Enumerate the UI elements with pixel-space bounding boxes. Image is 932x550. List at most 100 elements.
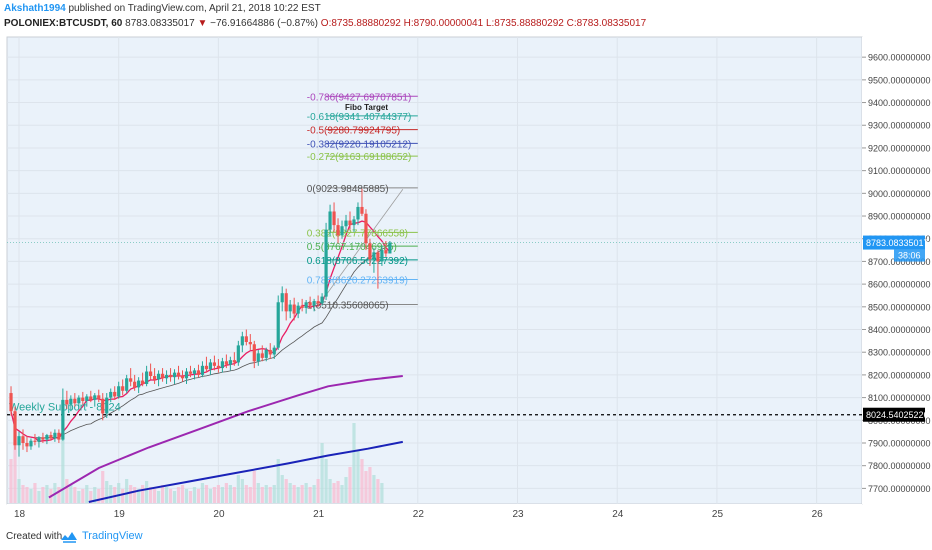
plot-area[interactable]: [6, 36, 863, 505]
current-price-label: 8783.08335017: [866, 238, 929, 248]
y-tick-label: 8200.00000000: [868, 370, 931, 380]
candle-body: [252, 344, 256, 362]
y-tick-label: 9600.00000000: [868, 53, 931, 63]
volume-bar: [364, 471, 368, 503]
volume-bar: [137, 489, 141, 503]
candle-body: [21, 436, 25, 443]
candle-body: [256, 353, 260, 362]
price-axis[interactable]: [862, 37, 932, 504]
candle-body: [336, 225, 340, 236]
tradingview-logo-icon: [61, 532, 77, 543]
x-tick-label: 21: [313, 509, 325, 520]
candle-body: [308, 302, 312, 306]
fib-target-label: -0.5(9280.79924795): [307, 126, 400, 137]
volume-bar: [73, 487, 77, 503]
volume-bar: [93, 487, 97, 503]
fib-level-label: 1(8510.35608065): [307, 300, 389, 311]
volume-bar: [133, 487, 137, 503]
volume-bar: [372, 475, 376, 503]
volume-bar: [292, 485, 296, 503]
candle-body: [292, 304, 296, 314]
candle-body: [388, 242, 392, 254]
candle-body: [248, 341, 252, 345]
volume-bar: [320, 443, 324, 503]
candle-body: [41, 437, 45, 440]
volume-bar: [65, 479, 69, 503]
candle-body: [320, 296, 324, 304]
countdown-tag: [894, 249, 925, 262]
tradingview-brand[interactable]: TradingView: [82, 530, 143, 542]
candle-body: [352, 219, 356, 226]
volume-bar: [57, 487, 61, 503]
volume-bar: [172, 491, 177, 503]
candle-body: [280, 293, 284, 303]
y-tick-label: 7800.00000000: [868, 461, 931, 471]
candle-body: [113, 391, 117, 397]
candle-body: [284, 293, 288, 312]
candle-body: [57, 432, 61, 440]
candle-body: [276, 302, 280, 348]
ma-100-line: [48, 375, 403, 499]
low-value: L:8735.88880292: [485, 18, 564, 29]
support-label: Weekly Support - 8024: [9, 402, 121, 414]
volume-bar: [105, 481, 109, 503]
price-chart[interactable]: 7700.00000000 7800.00000000 7900.00000000 8…: [0, 32, 932, 522]
candle-body: [260, 353, 264, 358]
volume-bar: [340, 485, 344, 503]
y-tick-label: 9300.00000000: [868, 121, 931, 131]
y-tick-label: 9200.00000000: [868, 143, 931, 153]
candle-body: [300, 305, 304, 308]
volume-bar: [21, 485, 25, 503]
volume-bar: [184, 489, 189, 503]
fib-level-label: 0.786(8620.27263919): [307, 276, 408, 287]
candle-body: [109, 391, 113, 398]
candle-body: [364, 213, 368, 244]
candle-body: [180, 376, 185, 379]
candle-body: [141, 380, 145, 384]
candle-body: [81, 397, 85, 402]
volume-bar: [69, 485, 73, 503]
y-tick-label: 8600.00000000: [868, 280, 931, 290]
time-axis[interactable]: [7, 504, 862, 522]
candle-body: [29, 440, 33, 447]
support-price-label: 8024.54025226: [866, 410, 929, 420]
candle-body: [105, 397, 109, 414]
y-tick-label: 8300.00000000: [868, 348, 931, 358]
y-tick-label: 8700.00000000: [868, 257, 931, 267]
price-change: −76.91664886 (−0.87%): [210, 18, 319, 29]
candle-body: [344, 220, 348, 227]
y-tick-label: 9400.00000000: [868, 98, 931, 108]
candle-body: [149, 371, 153, 377]
candle-body: [316, 301, 320, 304]
high-value: H:8790.00000041: [403, 18, 484, 29]
y-tick-label: 9100.00000000: [868, 166, 931, 176]
candle-body: [380, 250, 384, 262]
candle-body: [45, 435, 49, 440]
candle-body: [264, 349, 268, 358]
candle-body: [192, 370, 197, 374]
candle-body: [85, 396, 89, 402]
volume-bar: [352, 423, 356, 503]
author-link[interactable]: Akshath1994: [4, 3, 66, 14]
candle-body: [312, 301, 316, 306]
candle-body: [37, 437, 41, 442]
trend-line[interactable]: [323, 189, 404, 298]
candle-body: [13, 411, 17, 446]
publish-line: Akshath1994 published on TradingView.com…: [4, 2, 321, 15]
y-tick-label: 8400.00000000: [868, 325, 931, 335]
candle-body: [97, 395, 101, 399]
x-tick-label: 24: [612, 509, 624, 520]
open-value: O:8735.88880292: [320, 18, 401, 29]
volume-bar: [300, 485, 304, 503]
candle-body: [69, 398, 73, 405]
volume-bar: [216, 485, 220, 503]
candle-body: [184, 371, 189, 379]
candle-body: [176, 372, 181, 377]
volume-bar: [141, 485, 145, 503]
volume-bar: [212, 487, 217, 503]
candle-body: [73, 398, 77, 404]
x-tick-label: 20: [213, 509, 225, 520]
candle-body: [133, 381, 137, 388]
candle-body: [360, 206, 364, 214]
candle-body: [89, 396, 93, 400]
